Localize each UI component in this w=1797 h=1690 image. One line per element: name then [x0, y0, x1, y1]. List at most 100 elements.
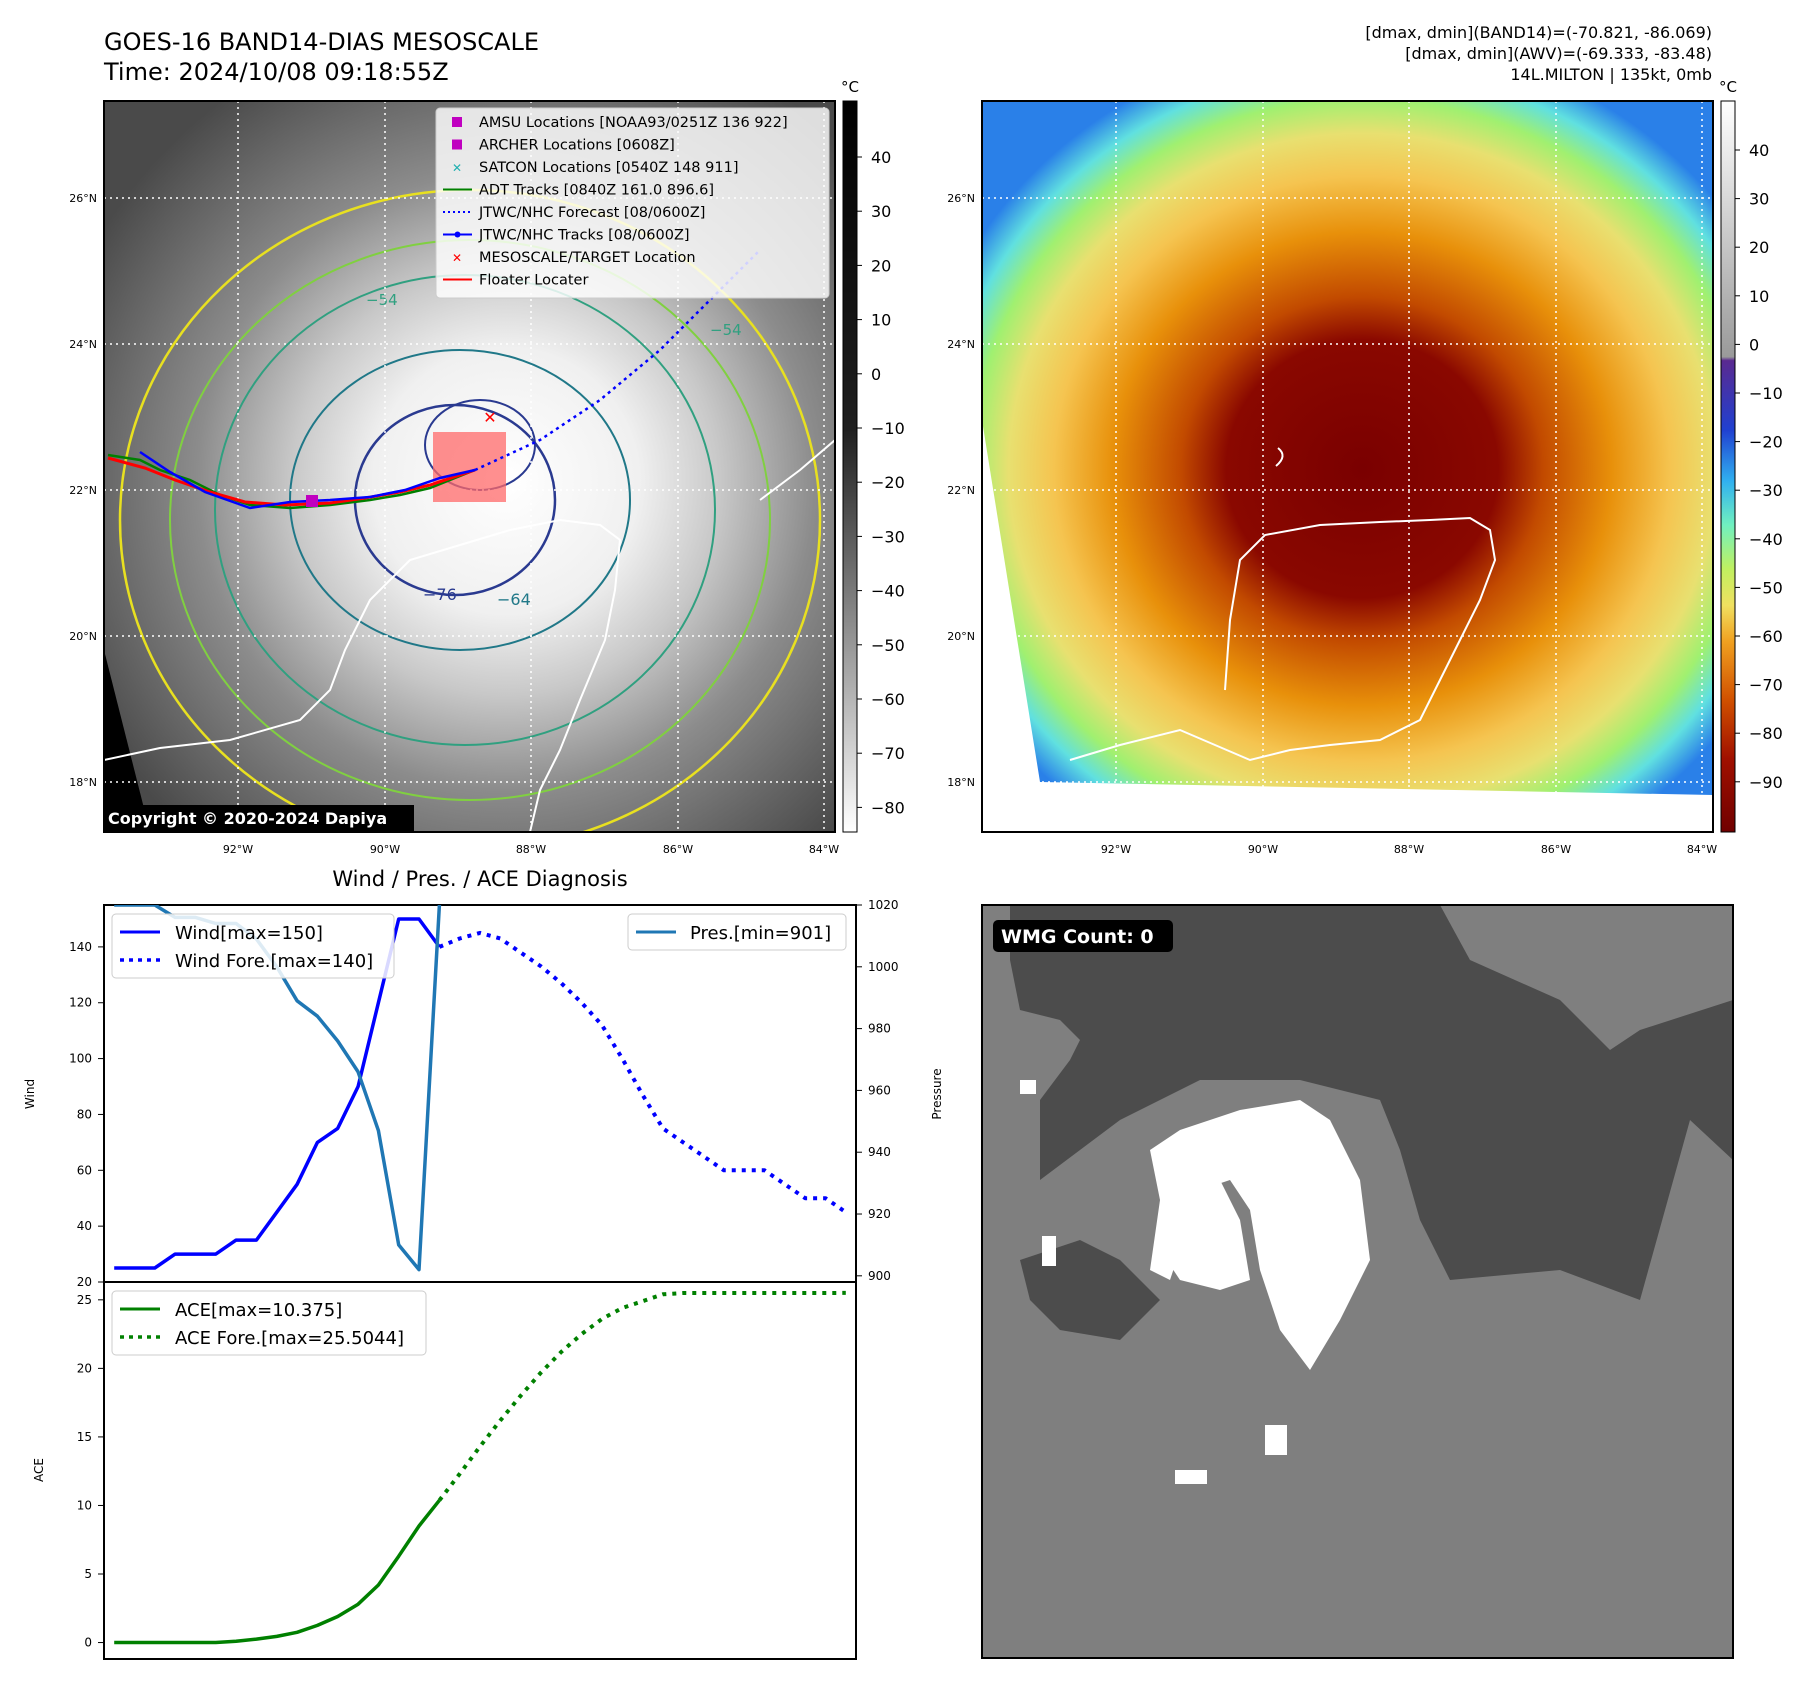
diagnosis-title: Wind / Pres. / ACE Diagnosis: [332, 867, 627, 891]
legend-label: JTWC/NHC Tracks [08/0600Z]: [478, 228, 690, 244]
legend-label: MESOSCALE/TARGET Location: [479, 250, 696, 266]
colorbar-tick-label: −40: [1749, 530, 1783, 549]
figure-title: GOES-16 BAND14-DIAS MESOSCALE: [104, 28, 539, 56]
lon-tick-right: 90°W: [1248, 843, 1278, 856]
colorbar-tick-label: 0: [1749, 335, 1759, 354]
legend-ace: ACE[max=10.375]: [175, 1300, 342, 1321]
y-tick-label: 15: [77, 1430, 92, 1444]
colorbar-tick-label: −30: [1749, 481, 1783, 500]
legend-marker-square: [452, 139, 462, 150]
colorbar-tick-label: 20: [871, 256, 891, 275]
wmg-panel: WMG Count: 0: [981, 904, 1734, 1659]
contour-label-64: −64: [497, 590, 531, 609]
left-map-frame: [103, 100, 836, 833]
coastline: [104, 518, 622, 832]
band14-range: [dmax, dmin](BAND14)=(-70.821, -86.069): [1365, 23, 1712, 42]
colorbar-tick-label: −80: [1749, 724, 1783, 743]
y-tick-label: 140: [69, 940, 92, 954]
mesoscale-target-box: [433, 432, 506, 502]
y-tick-label: 80: [77, 1107, 92, 1121]
y-tick-label-right: 940: [868, 1145, 891, 1159]
legend-label: Floater Locater: [479, 273, 588, 289]
lat-tick-left: 20°N: [69, 630, 97, 643]
legend-label: ADT Tracks [0840Z 161.0 896.6]: [479, 183, 714, 199]
lon-tick-left: 92°W: [223, 843, 253, 856]
series-line: [437, 1290, 846, 1502]
colorbar-tick-label: 0: [871, 365, 881, 384]
legend-pressure: Pres.[min=901]: [690, 923, 831, 944]
legend-marker-x: ✕: [452, 251, 462, 265]
y-tick-label: 100: [69, 1052, 92, 1066]
lat-tick-left: 18°N: [69, 776, 97, 789]
pressure-legend: Pres.[min=901]: [627, 913, 847, 951]
colorbar-tick-label: −60: [1749, 627, 1783, 646]
y-tick-label: 40: [77, 1219, 92, 1233]
colorbar-tick-label: −60: [871, 690, 905, 709]
legend-marker-square: [452, 117, 462, 127]
colorbar-tick-label: −80: [871, 798, 905, 817]
wind-pressure-chart: 20 40 60 80 100 120 140 900 920 940 960 980 1000 1020…: [23, 898, 944, 1289]
y-tick-label-right: 920: [868, 1207, 891, 1221]
colorbar-tick-label: −20: [871, 473, 905, 492]
colorbar-tick-label: 40: [1749, 141, 1769, 160]
left-map-legend: AMSU Locations [NOAA93/0251Z 136 922] ARC…: [435, 107, 830, 299]
colorbar-tick-label: 30: [871, 202, 891, 221]
y-tick-label: 20: [77, 1275, 92, 1289]
lon-tick-right: 84°W: [1687, 843, 1717, 856]
wind-legend: Wind[max=150] Wind Fore.[max=140]: [111, 913, 395, 979]
lat-tick-right: 20°N: [947, 630, 975, 643]
left-colorbar: °C 40 30 20 10 0 −10 −20 −30 −40 −50 −60 −70 −80: [841, 78, 905, 833]
archer-marker: [306, 495, 318, 507]
wmg-badge: WMG Count: 0: [1001, 926, 1154, 948]
awv-range: [dmax, dmin](AWV)=(-69.333, -83.48): [1405, 44, 1712, 63]
copyright-bg: [104, 805, 414, 832]
target-marker: ✕: [483, 408, 496, 427]
legend-label: JTWC/NHC Forecast [08/0600Z]: [478, 205, 705, 221]
legend-label: AMSU Locations [NOAA93/0251Z 136 922]: [479, 115, 788, 131]
lat-tick-left: 24°N: [69, 338, 97, 351]
figure-time: Time: 2024/10/08 09:18:55Z: [103, 58, 449, 86]
ir-color-imagery: [982, 101, 1713, 795]
left-colorbar-unit: °C: [841, 78, 859, 96]
colorbar-tick-label: 20: [1749, 238, 1769, 257]
lat-tick-right: 26°N: [947, 192, 975, 205]
contour-label-54b: −54: [710, 321, 742, 339]
left-ir-map: −76 −64 −54 −54: [103, 100, 836, 833]
wind-ylabel: Wind: [23, 1079, 37, 1109]
colorbar-tick-label: −10: [1749, 384, 1783, 403]
legend-ace-forecast: ACE Fore.[max=25.5044]: [175, 1328, 404, 1349]
colorbar-tick-label: −70: [1749, 676, 1783, 695]
y-tick-label: 60: [77, 1163, 92, 1177]
series-line: [438, 930, 847, 1214]
right-map-frame: [981, 100, 1714, 833]
lon-tick-left: 90°W: [370, 843, 400, 856]
pressure-ylabel: Pressure: [930, 1068, 944, 1119]
colorbar-tick-label: 10: [1749, 287, 1769, 306]
colorbar-tick-label: −50: [1749, 578, 1783, 597]
wmg-white-patch-2: [1175, 1470, 1207, 1484]
lat-tick-left: 22°N: [69, 484, 97, 497]
right-map-gridlines: [982, 101, 1713, 832]
colorbar-tick-label: −40: [871, 582, 905, 601]
legend-marker-x: ✕: [452, 161, 462, 175]
lon-tick-left: 88°W: [516, 843, 546, 856]
y-tick-label: 25: [77, 1293, 92, 1307]
wmg-white-region-2: [1160, 1180, 1250, 1290]
legend-wind-forecast: Wind Fore.[max=140]: [175, 951, 373, 972]
wmg-white-patch-4: [1042, 1236, 1056, 1266]
lat-tick-right: 18°N: [947, 776, 975, 789]
right-colorbar-unit: °C: [1719, 78, 1737, 96]
lat-tick-right: 22°N: [947, 484, 975, 497]
contour-label-76: −76: [423, 585, 457, 604]
lat-tick-right: 24°N: [947, 338, 975, 351]
colorbar-tick-label: −50: [871, 636, 905, 655]
ace-chart: 0 5 10 15 20 25 ACE ACE[max=10.375] ACE Fore.…: [32, 1281, 857, 1660]
legend-wind: Wind[max=150]: [175, 923, 323, 944]
y-tick-label: 5: [84, 1567, 92, 1581]
copyright: Copyright © 2020-2024 Dapiya: [108, 809, 387, 828]
wmg-frame: [981, 904, 1734, 1659]
eye-marker-right: [1275, 447, 1284, 467]
storm-info: 14L.MILTON | 135kt, 0mb: [1510, 65, 1712, 84]
colorbar-tick-label: −90: [1749, 773, 1783, 792]
